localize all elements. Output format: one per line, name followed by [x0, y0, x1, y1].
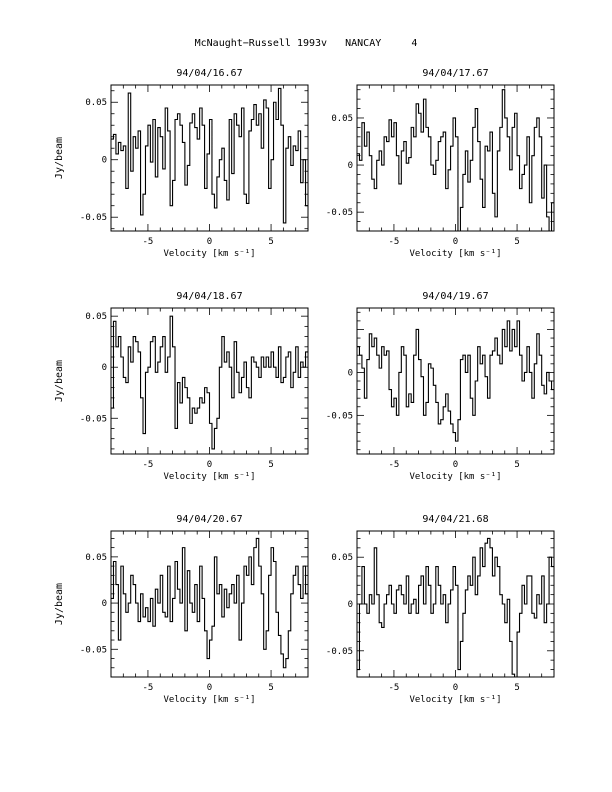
y-tick-label: -0.05	[80, 213, 107, 223]
x-axis-label: Velocity [km s⁻¹]	[409, 249, 501, 259]
chart-title: 94/04/20.67	[176, 514, 242, 525]
y-tick-label: -0.05	[80, 645, 107, 655]
x-tick-label: 0	[453, 237, 458, 247]
x-tick-label: 0	[207, 460, 212, 470]
y-tick-label: -0.05	[80, 414, 107, 424]
x-tick-label: 5	[514, 237, 519, 247]
x-tick-label: 5	[514, 460, 519, 470]
y-tick-label: -0.05	[326, 411, 353, 421]
spectrum-line	[111, 87, 308, 224]
chart-panel-1: -5 0 5 -0.05 0 0.05 94/04/16.67 Velocity [km s⁻…	[54, 68, 309, 259]
x-tick-label: -5	[143, 237, 154, 247]
x-tick-label: 5	[268, 460, 273, 470]
spectrum-line	[357, 320, 554, 442]
y-tick-label: 0.05	[331, 553, 353, 563]
y-tick-label: 0.05	[85, 98, 107, 108]
y-tick-label: 0	[102, 156, 107, 166]
x-tick-label: 0	[207, 237, 212, 247]
x-axis-label: Velocity [km s⁻¹]	[163, 472, 255, 482]
x-tick-label: -5	[143, 460, 154, 470]
chart-title: 94/04/16.67	[176, 68, 242, 79]
y-tick-label: -0.05	[326, 647, 353, 657]
chart-panel-6: -5 0 5 -0.05 0 0.05 94/04/21.68 Velocity [km s⁻…	[326, 514, 555, 705]
plot-frame	[356, 84, 555, 232]
x-tick-label: -5	[389, 683, 400, 693]
chart-panel-2: -5 0 5 -0.05 0 0.05 94/04/17.67 Velocity [km s⁻…	[326, 68, 555, 259]
y-tick-label: 0	[102, 599, 107, 609]
chart-title: 94/04/18.67	[176, 291, 242, 302]
chart-title: 94/04/21.68	[422, 514, 488, 525]
y-tick-label: 0	[102, 363, 107, 373]
x-axis-label: Velocity [km s⁻¹]	[163, 249, 255, 259]
x-tick-label: 5	[268, 237, 273, 247]
y-axis-label: Jy/beam	[54, 583, 65, 625]
y-tick-label: 0.05	[85, 553, 107, 563]
spectrum-line	[111, 315, 308, 450]
chart-panel-4: -5 0 5 -0.05 0 94/04/19.67 Velocity [km s⁻¹]	[326, 291, 555, 482]
y-tick-label: 0	[348, 368, 353, 378]
x-tick-label: 5	[514, 683, 519, 693]
y-axis-label: Jy/beam	[54, 360, 65, 402]
x-tick-label: -5	[143, 683, 154, 693]
y-tick-label: 0.05	[331, 114, 353, 124]
chart-panel-5: -5 0 5 -0.05 0 0.05 94/04/20.67 Velocity [km s⁻…	[54, 514, 309, 705]
x-tick-label: 0	[207, 683, 212, 693]
chart-title: 94/04/19.67	[422, 291, 488, 302]
spectrum-line	[111, 537, 308, 669]
y-tick-label: -0.05	[326, 208, 353, 218]
x-axis-label: Velocity [km s⁻¹]	[409, 695, 501, 705]
y-tick-label: 0	[348, 161, 353, 171]
spectrum-line	[357, 537, 554, 678]
x-tick-label: 0	[453, 683, 458, 693]
chart-panel-3: -5 0 5 -0.05 0 0.05 94/04/18.67 Velocity [km s⁻…	[54, 291, 309, 482]
x-tick-label: -5	[389, 237, 400, 247]
x-tick-label: 5	[268, 683, 273, 693]
x-tick-label: -5	[389, 460, 400, 470]
x-axis-label: Velocity [km s⁻¹]	[409, 472, 501, 482]
y-tick-label: 0	[348, 600, 353, 610]
page-title: McNaught−Russell 1993v NANCAY 4	[194, 38, 418, 49]
y-tick-label: 0.05	[85, 312, 107, 322]
chart-title: 94/04/17.67	[422, 68, 488, 79]
spectrum-line	[357, 89, 554, 232]
y-axis-label: Jy/beam	[54, 137, 65, 179]
x-tick-label: 0	[453, 460, 458, 470]
x-axis-label: Velocity [km s⁻¹]	[163, 695, 255, 705]
